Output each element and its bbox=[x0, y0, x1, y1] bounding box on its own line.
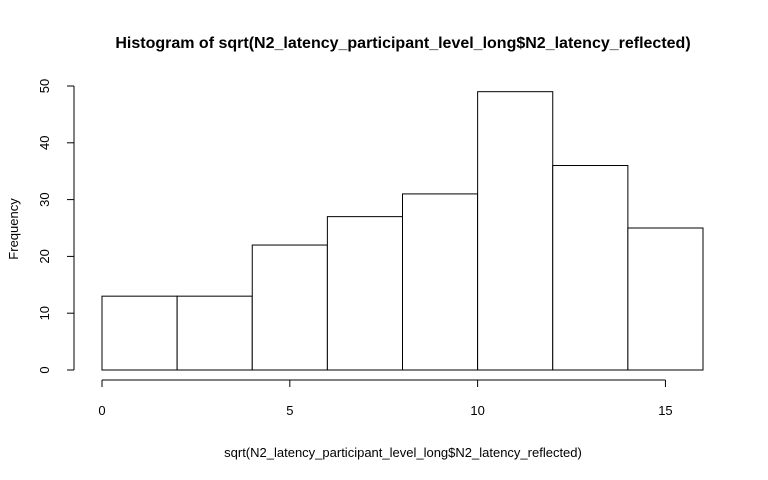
x-axis: 0 5 10 15 bbox=[98, 379, 673, 418]
x-tick-label-1: 5 bbox=[286, 403, 293, 418]
histogram-bar-4 bbox=[402, 193, 479, 371]
y-tick-label-4: 40 bbox=[37, 136, 52, 150]
histogram-bar-2 bbox=[251, 244, 328, 371]
y-tick-label-0: 0 bbox=[37, 366, 52, 373]
histogram-bar-6 bbox=[552, 165, 629, 371]
y-tick-label-2: 20 bbox=[37, 249, 52, 263]
y-axis-label: Frequency bbox=[6, 198, 21, 260]
y-tick-label-5: 50 bbox=[37, 79, 52, 93]
histogram-bar-3 bbox=[326, 216, 403, 371]
histogram-bar-0 bbox=[101, 295, 178, 371]
y-axis: 0 10 20 30 40 50 bbox=[37, 79, 75, 374]
x-tick-label-0: 0 bbox=[98, 403, 105, 418]
y-tick-label-1: 10 bbox=[37, 306, 52, 320]
x-tick-label-2: 10 bbox=[470, 403, 484, 418]
chart-title: Histogram of sqrt(N2_latency_participant… bbox=[115, 35, 690, 52]
y-tick-label-3: 30 bbox=[37, 192, 52, 206]
histogram-bar-1 bbox=[176, 295, 253, 371]
x-axis-label: sqrt(N2_latency_participant_level_long$N… bbox=[224, 445, 582, 460]
histogram-bars bbox=[101, 91, 704, 371]
histogram-bar-7 bbox=[627, 227, 704, 371]
x-tick-label-3: 15 bbox=[658, 403, 672, 418]
histogram-bar-5 bbox=[477, 91, 554, 371]
